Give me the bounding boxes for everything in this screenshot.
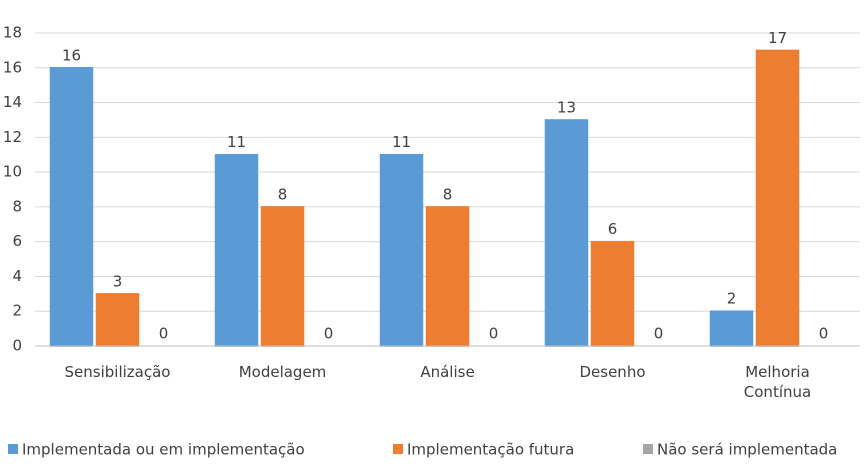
value-label: 17 [768, 29, 787, 47]
value-label: 0 [654, 325, 664, 343]
x-tick-label-box: Sensibilização [35, 362, 200, 382]
value-label: 0 [159, 325, 169, 343]
bar [214, 153, 259, 347]
y-tick-label: 4 [12, 267, 22, 285]
y-tick-label: 12 [3, 128, 22, 146]
y-tick-label: 0 [12, 337, 22, 355]
legend-label: Implementação futura [407, 441, 574, 459]
y-tick-label: 2 [12, 302, 22, 320]
x-tick-label: Análise [420, 363, 475, 381]
bar [544, 119, 589, 347]
value-label: 8 [443, 185, 453, 203]
bar [379, 153, 424, 347]
y-tick-label: 6 [12, 232, 22, 250]
y-tick-label: 18 [3, 24, 22, 42]
value-label: 11 [227, 133, 246, 151]
legend-swatch [643, 444, 653, 454]
value-label: 2 [727, 290, 737, 308]
bar [755, 49, 800, 347]
value-label: 0 [324, 325, 334, 343]
bar [95, 293, 140, 347]
y-tick-label: 8 [12, 197, 22, 215]
x-tick-label: Modelagem [238, 363, 327, 381]
value-label: 3 [113, 272, 123, 290]
value-label: 0 [489, 325, 499, 343]
bar [709, 310, 754, 347]
bar [260, 206, 305, 347]
legend-label: Não será implementada [657, 441, 837, 459]
x-tick-label-box: Melhoria Contínua [695, 362, 860, 402]
y-tick-label: 14 [3, 93, 22, 111]
x-tick-label: Sensibilização [64, 363, 171, 381]
bar [425, 206, 470, 347]
value-label: 6 [608, 220, 618, 238]
legend-swatch [8, 444, 18, 454]
value-label: 8 [278, 185, 288, 203]
legend-swatch [393, 444, 403, 454]
value-label: 16 [62, 46, 81, 64]
x-tick-label: Desenho [579, 363, 646, 381]
x-tick-label-box: Análise [365, 362, 530, 382]
value-label: 11 [392, 133, 411, 151]
x-tick-label-box: Modelagem [200, 362, 365, 382]
y-tick-label: 16 [3, 58, 22, 76]
legend-label: Implementada ou em implementação [22, 441, 305, 459]
y-tick-label: 10 [3, 163, 22, 181]
value-label: 0 [819, 325, 829, 343]
bar [590, 240, 635, 347]
x-tick-label: Melhoria Contínua [743, 363, 812, 401]
bar [49, 67, 94, 347]
x-tick-label-box: Desenho [530, 362, 695, 382]
value-label: 13 [557, 98, 576, 116]
